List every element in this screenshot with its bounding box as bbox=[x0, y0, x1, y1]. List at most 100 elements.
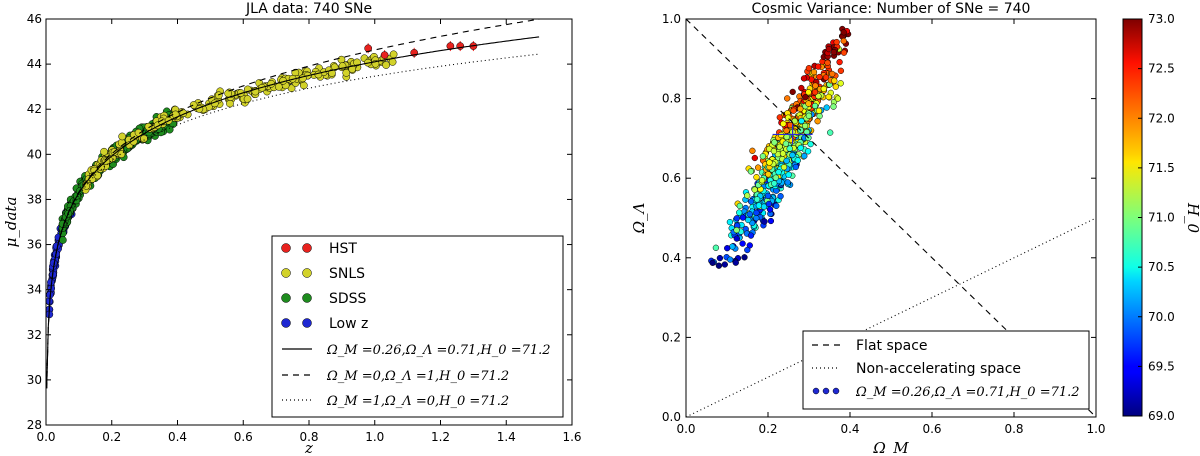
legend-marker bbox=[281, 318, 291, 328]
realization-point bbox=[816, 73, 823, 81]
realization-point bbox=[798, 84, 805, 92]
realization-point bbox=[753, 209, 760, 216]
y-tick-label: 40 bbox=[27, 147, 42, 161]
x-tick-label: 1.0 bbox=[1086, 422, 1105, 436]
legend-label-non-accelerating: Non-accelerating space bbox=[856, 361, 1021, 377]
realization-point bbox=[736, 202, 743, 210]
realization-point bbox=[776, 114, 783, 121]
realization-point bbox=[761, 218, 768, 225]
legend-label-model-dashed: Ω_M =0,Ω_Λ =1,H_0 =71.2 bbox=[326, 369, 509, 384]
x-tick-label: 0.0 bbox=[36, 430, 55, 444]
y-tick-label: 32 bbox=[27, 328, 42, 342]
y-tick-label: 0.6 bbox=[662, 171, 681, 185]
legend-marker bbox=[281, 268, 291, 278]
realization-point bbox=[765, 200, 773, 208]
colorbar-tick-label: 73.0 bbox=[1148, 12, 1175, 26]
legend-entry-model-solid: Ω_M =0.26,Ω_Λ =0.71,H_0 =71.2 bbox=[282, 343, 551, 358]
left-legend: HST SNLS SDSS Low z Ω_M =0.26,Ω_Λ =0.71,… bbox=[271, 235, 564, 418]
left-y-axis-label: μ_data bbox=[2, 197, 20, 248]
y-tick-label: 0.0 bbox=[662, 410, 681, 424]
data-point-snls bbox=[224, 89, 233, 98]
realization-point bbox=[792, 163, 799, 171]
data-point-snls bbox=[129, 137, 138, 146]
realization-point bbox=[786, 145, 793, 152]
realization-point bbox=[759, 153, 767, 160]
realization-point bbox=[766, 159, 773, 166]
realization-point bbox=[758, 177, 766, 184]
data-point-sdss bbox=[165, 125, 174, 134]
realization-point bbox=[807, 140, 814, 148]
realization-point bbox=[739, 214, 747, 221]
left-chart-title: JLA data: 740 SNe bbox=[245, 1, 372, 17]
realization-point bbox=[801, 152, 808, 160]
colorbar-label: H_0 bbox=[1184, 202, 1200, 234]
colorbar-tick-label: 70.5 bbox=[1148, 260, 1175, 274]
realization-point bbox=[805, 89, 812, 96]
realization-point bbox=[834, 95, 842, 102]
data-point-snls bbox=[348, 65, 357, 73]
realization-point bbox=[832, 83, 839, 90]
y-tick-label: 36 bbox=[27, 238, 42, 252]
realization-point bbox=[753, 174, 760, 181]
data-point-snls bbox=[144, 122, 153, 131]
realization-point bbox=[773, 202, 780, 210]
data-point-snls bbox=[382, 61, 390, 69]
realization-point bbox=[840, 49, 848, 56]
legend-label-flat-space: Flat space bbox=[856, 338, 928, 354]
realization-point bbox=[824, 59, 831, 66]
colorbar-tick-label: 71.0 bbox=[1148, 211, 1175, 225]
realization-point bbox=[789, 88, 796, 96]
colorbar: 69.0 69.5 70.0 70.5 71.0 71.5 72.0 72.5 73.0 H_0 bbox=[1122, 12, 1200, 423]
x-tick-label: 0.4 bbox=[168, 430, 187, 444]
data-point-snls bbox=[214, 91, 223, 100]
realization-point bbox=[767, 217, 775, 225]
x-tick-label: 1.6 bbox=[562, 430, 581, 444]
realization-point bbox=[780, 120, 787, 127]
right-axes-frame bbox=[685, 18, 1097, 418]
colorbar-ticks: 69.0 69.5 70.0 70.5 71.0 71.5 72.0 72.5 73.0 bbox=[1138, 12, 1175, 423]
legend-label-lowz: Low z bbox=[329, 316, 368, 332]
realization-point bbox=[815, 63, 822, 70]
model-curve-dotted bbox=[46, 53, 540, 389]
legend-entry-hst: HST bbox=[281, 241, 357, 257]
data-point-snls bbox=[189, 101, 198, 109]
realization-point bbox=[830, 103, 837, 110]
realization-point bbox=[811, 102, 819, 110]
legend-marker bbox=[281, 293, 291, 303]
realization-point bbox=[791, 117, 798, 125]
x-tick-label: 0.6 bbox=[234, 430, 253, 444]
y-tick-label: 46 bbox=[27, 12, 42, 26]
data-point-snls bbox=[100, 147, 108, 156]
legend-label-model-solid: Ω_M =0.26,Ω_Λ =0.71,H_0 =71.2 bbox=[326, 343, 551, 358]
legend-marker bbox=[812, 387, 820, 395]
legend-entry-scatter: Ω_M =0.26,Ω_Λ =0.71,H_0 =71.2 bbox=[812, 385, 1080, 400]
legend-marker bbox=[281, 243, 291, 253]
realization-point bbox=[712, 244, 720, 251]
realization-point bbox=[833, 38, 840, 46]
realization-point bbox=[751, 154, 758, 162]
y-tick-label: 1.0 bbox=[662, 12, 681, 26]
realization-point bbox=[829, 70, 836, 78]
realization-point bbox=[715, 262, 723, 269]
realization-point bbox=[739, 240, 746, 247]
realization-point bbox=[744, 192, 751, 199]
realization-point bbox=[782, 140, 790, 147]
data-point-snls bbox=[117, 150, 126, 159]
realization-point bbox=[779, 150, 787, 157]
legend-marker bbox=[302, 293, 312, 303]
realization-point bbox=[825, 93, 832, 101]
x-tick-label: 0.4 bbox=[840, 422, 859, 436]
realization-point bbox=[837, 67, 845, 74]
realization-point bbox=[784, 95, 791, 102]
realization-point bbox=[765, 171, 772, 178]
realization-point bbox=[749, 147, 756, 154]
legend-entry-sdss: SDSS bbox=[281, 291, 367, 307]
realization-point bbox=[747, 232, 755, 239]
realization-point bbox=[755, 202, 763, 209]
colorbar-tick-label: 69.5 bbox=[1148, 359, 1175, 373]
realization-point bbox=[771, 139, 778, 146]
realization-point bbox=[780, 164, 788, 171]
y-tick-label: 44 bbox=[27, 57, 42, 71]
realization-point bbox=[732, 259, 739, 266]
realization-point bbox=[805, 112, 813, 119]
